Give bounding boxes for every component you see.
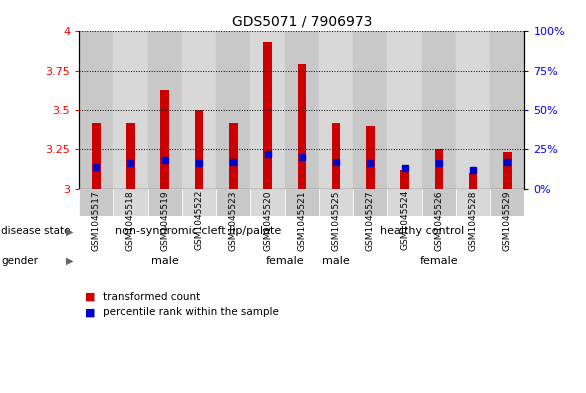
Text: GSM1045521: GSM1045521 [297,190,306,250]
Text: male: male [151,256,179,266]
Text: GSM1045525: GSM1045525 [332,190,340,250]
FancyBboxPatch shape [79,189,113,216]
Bar [353,31,387,189]
Bar [113,31,148,189]
FancyBboxPatch shape [182,189,216,216]
Text: GSM1045522: GSM1045522 [195,190,203,250]
Bar [263,42,272,189]
FancyBboxPatch shape [250,189,285,216]
Bar [92,123,101,189]
Text: GSM1045517: GSM1045517 [92,190,101,251]
Text: percentile rank within the sample: percentile rank within the sample [103,307,278,318]
Text: transformed count: transformed count [103,292,200,302]
Text: non-syndromic cleft lip/palate: non-syndromic cleft lip/palate [115,226,281,236]
Text: GSM1045520: GSM1045520 [263,190,272,250]
FancyBboxPatch shape [216,189,250,216]
Bar [422,31,456,189]
Bar [161,90,169,189]
Bar [435,149,443,189]
Text: ▶: ▶ [66,256,73,266]
FancyBboxPatch shape [387,189,422,216]
Bar [503,152,512,189]
Bar [490,31,524,189]
FancyBboxPatch shape [148,189,182,216]
Bar [229,123,237,189]
FancyBboxPatch shape [422,189,456,216]
Text: GSM1045524: GSM1045524 [400,190,409,250]
Bar [456,31,490,189]
FancyBboxPatch shape [456,189,490,216]
Text: ▶: ▶ [66,226,73,236]
Text: disease state: disease state [1,226,71,236]
Text: female: female [420,256,458,266]
Bar [285,31,319,189]
Text: healthy control: healthy control [380,226,465,236]
Text: male: male [322,256,350,266]
Text: GSM1045526: GSM1045526 [434,190,444,250]
Bar [400,170,409,189]
Title: GDS5071 / 7906973: GDS5071 / 7906973 [231,15,372,29]
FancyBboxPatch shape [353,189,387,216]
FancyBboxPatch shape [285,189,319,216]
Text: gender: gender [1,256,38,266]
FancyBboxPatch shape [319,189,353,216]
Bar [182,31,216,189]
Bar [195,110,203,189]
Text: ■: ■ [85,292,96,302]
Text: GSM1045529: GSM1045529 [503,190,512,250]
Text: GSM1045519: GSM1045519 [160,190,169,251]
Text: GSM1045528: GSM1045528 [469,190,478,250]
Bar [366,126,374,189]
Bar [298,64,306,189]
Bar [319,31,353,189]
Bar [387,31,422,189]
Bar [79,31,113,189]
Bar [148,31,182,189]
Bar [332,123,340,189]
Text: ■: ■ [85,307,96,318]
FancyBboxPatch shape [113,189,148,216]
Bar [250,31,285,189]
Bar [126,123,135,189]
Text: female: female [265,256,304,266]
Text: GSM1045523: GSM1045523 [229,190,238,250]
Bar [216,31,250,189]
Bar [469,173,478,189]
Text: GSM1045518: GSM1045518 [126,190,135,251]
FancyBboxPatch shape [490,189,524,216]
Text: GSM1045527: GSM1045527 [366,190,375,250]
